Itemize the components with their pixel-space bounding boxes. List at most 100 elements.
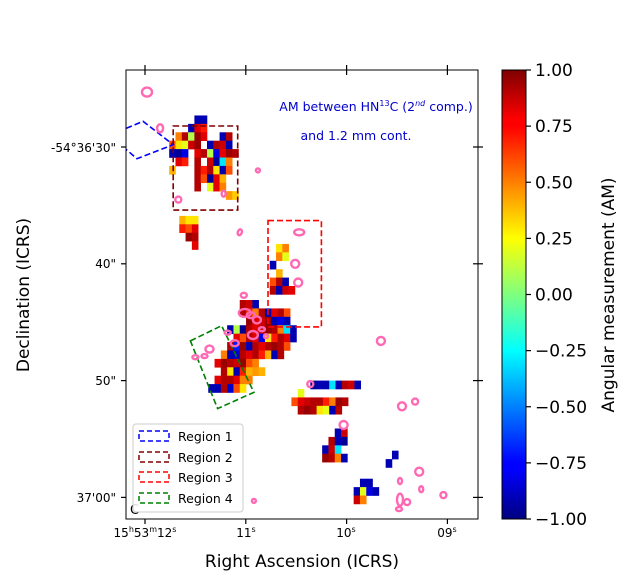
heatmap-cell-group-d-65: [252, 358, 259, 368]
heatmap-cell-group-a-27: [213, 149, 220, 158]
contour-26: [396, 476, 404, 486]
legend-entry-region-4: Region 4: [138, 491, 233, 506]
legend-frame: [132, 423, 244, 513]
heatmap-cell-group-e-4: [335, 380, 343, 390]
heatmap-cell-group-g-2: [353, 487, 361, 496]
heatmap-cell-group-d-41: [239, 342, 247, 351]
heatmap-cell-group-d-81: [220, 384, 228, 393]
heatmap-cell-group-e-15: [329, 397, 336, 407]
heatmap-cell-group-d-26: [277, 325, 285, 334]
legend-swatch-region-4: [138, 492, 170, 504]
heatmap-cell-group-c-6: [269, 277, 277, 287]
heatmap-cell-group-e-10: [297, 397, 305, 407]
colorbar-tick-label-6: −0.50: [535, 398, 587, 418]
heatmap-cell-group-a-50: [194, 182, 201, 192]
heatmap-cell-group-h-1: [385, 459, 393, 468]
colorbar-tick-label-3: 0.25: [535, 229, 573, 249]
contour-5: [236, 228, 244, 237]
heatmap-cell-group-d-33: [258, 333, 266, 343]
heatmap-cell-group-a-25: [200, 149, 208, 158]
heatmap-cell-group-b-7: [191, 232, 199, 242]
x-tick-0-s: 12: [157, 526, 172, 540]
heatmap-cell-group-c-10: [276, 285, 283, 295]
heatmap-cell-group-d-66: [220, 367, 228, 376]
heatmap-cell-group-c-7: [276, 277, 283, 287]
heatmap-cell-group-g-3: [359, 487, 367, 496]
heatmap-cell-group-d-54: [252, 350, 259, 360]
heatmap-cell-group-d-53: [246, 350, 253, 360]
heatmap-cell-group-d-15: [271, 316, 278, 326]
heatmap-cell-group-a-8: [194, 132, 201, 141]
contour-0: [140, 86, 154, 98]
heatmap-cell-group-a-54: [225, 191, 233, 200]
heatmap-cell-group-d-46: [271, 342, 278, 351]
x-tick-1-num: 11: [236, 526, 251, 540]
contour-18: [200, 352, 209, 360]
heatmap-cell-group-c-1: [282, 243, 289, 253]
heatmap-cell-group-a-17: [206, 140, 214, 150]
heatmap-cell-group-d-6: [258, 308, 266, 318]
heatmap-cell-group-h-0: [391, 450, 399, 460]
heatmap-cell-group-d-51: [233, 350, 241, 360]
heatmap-cell-group-e-24: [335, 405, 343, 415]
heatmap-cell-group-d-47: [277, 342, 285, 351]
legend: Region 1 Region 2 Region 3 Region 4: [132, 423, 244, 513]
x-tick-0-m: 53: [134, 526, 149, 540]
heatmap-cell-group-e-6: [348, 380, 355, 390]
heatmap-cell-group-d-76: [233, 375, 241, 385]
contour-19: [191, 354, 200, 361]
heatmap-pixels: [169, 115, 399, 505]
heatmap-cell-group-c-8: [282, 277, 289, 287]
heatmap-cell-group-d-28: [290, 325, 297, 334]
heatmap-cell-group-d-5: [252, 308, 259, 318]
heatmap-cell-group-a-9: [200, 132, 208, 141]
heatmap-cell-group-d-1: [246, 300, 253, 309]
heatmap-cell-group-c-5: [276, 269, 283, 278]
heatmap-cell-group-d-68: [233, 367, 241, 376]
x-tick-label-3: 09s: [437, 525, 456, 540]
y-tick-labels: -54°36'30" 40" 50" 37'00": [51, 141, 116, 505]
x-tick-3-s: s: [453, 525, 457, 534]
heatmap-cell-group-a-31: [175, 157, 183, 167]
heatmap-cell-group-d-21: [246, 325, 253, 334]
heatmap-cell-group-a-53: [219, 182, 227, 192]
heatmap-cell-group-d-8: [271, 308, 278, 318]
heatmap-cell-group-d-63: [239, 358, 247, 368]
x-tick-2-num: 10: [336, 526, 351, 540]
contour-3: [254, 167, 262, 174]
colorbar-ticks: 1.00 0.75 0.50 0.25 0.00 −0.25 −0.50 −0.75 −1.00: [526, 61, 587, 530]
heatmap-cell-group-d-44: [258, 342, 266, 351]
heatmap-cell-group-e-22: [322, 405, 330, 415]
heatmap-cell-group-a-5: [175, 132, 183, 141]
colorbar-tick-label-8: −1.00: [535, 510, 587, 530]
contour-33: [250, 497, 258, 505]
heatmap-cell-group-f-3: [334, 436, 342, 446]
annotation-prefix: AM between HN: [279, 99, 379, 114]
heatmap-cell-group-d-77: [239, 375, 247, 385]
heatmap-cell-group-a-42: [213, 165, 220, 175]
annotation-sup-1: 13: [379, 99, 389, 108]
heatmap-cell-group-g-4: [366, 487, 373, 496]
heatmap-cell-group-f-10: [334, 453, 342, 463]
heatmap-cell-group-b-0: [179, 215, 186, 225]
annotation-sup-2: nd: [415, 99, 426, 108]
heatmap-cell-group-a-29: [225, 149, 233, 158]
heatmap-cell-group-e-21: [316, 405, 324, 415]
heatmap-cell-group-d-17: [283, 316, 291, 326]
contour-2: [220, 189, 227, 198]
heatmap-cell-group-d-23: [258, 325, 266, 334]
heatmap-cell-group-f-6: [328, 445, 336, 455]
heatmap-cell-group-a-44: [225, 165, 233, 175]
heatmap-cell-group-a-47: [206, 174, 214, 184]
annotation-line-2: and 1.2 mm cont.: [301, 128, 412, 143]
heatmap-cell-group-d-12: [252, 316, 259, 326]
heatmap-cell-group-f-1: [341, 428, 348, 438]
heatmap-cell-group-d-75: [227, 375, 234, 385]
contour-20: [306, 379, 315, 389]
contour-13: [223, 329, 232, 336]
plot-area: AM between HN13C (2nd comp.) and 1.2 mm …: [121, 65, 483, 524]
heatmap-cell-group-a-30: [232, 149, 239, 158]
heatmap-cell-group-d-25: [271, 325, 278, 334]
heatmap-cell-group-a-10: [219, 132, 227, 141]
